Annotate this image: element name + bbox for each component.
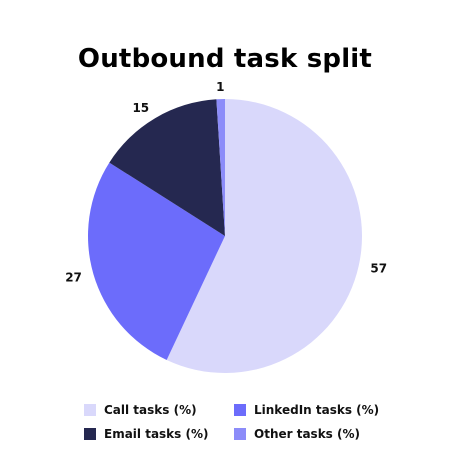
legend-label-call-tasks: Call tasks (%) <box>104 403 197 417</box>
pie-slice-label: 57 <box>370 262 387 276</box>
pie-slice-linkedin-tasks <box>88 162 226 360</box>
pie-slices <box>88 99 363 373</box>
pie-slice-other-tasks <box>216 99 225 236</box>
pie-slice-label: 1 <box>216 80 224 94</box>
legend-swatch-email-tasks <box>84 428 96 440</box>
legend-swatch-other-tasks <box>234 428 246 440</box>
legend: Call tasks (%) LinkedIn tasks (%) Email … <box>84 401 384 443</box>
pie-slice-call-tasks <box>166 99 363 373</box>
legend-item-call-tasks: Call tasks (%) <box>84 401 234 419</box>
legend-item-linkedin-tasks: LinkedIn tasks (%) <box>234 401 384 419</box>
chart-title: Outbound task split <box>77 44 373 74</box>
legend-label-linkedin-tasks: LinkedIn tasks (%) <box>254 403 380 417</box>
legend-label-other-tasks: Other tasks (%) <box>254 427 360 441</box>
legend-label-email-tasks: Email tasks (%) <box>104 427 209 441</box>
legend-swatch-call-tasks <box>84 404 96 416</box>
pie-slice-label: 27 <box>65 271 82 285</box>
legend-item-email-tasks: Email tasks (%) <box>84 425 234 443</box>
pie-slice-email-tasks <box>109 99 225 237</box>
legend-item-other-tasks: Other tasks (%) <box>234 425 384 443</box>
pie-slice-labels: 57 27 15 1 <box>65 80 387 285</box>
legend-swatch-linkedin-tasks <box>234 404 246 416</box>
pie-slice-label: 15 <box>132 101 149 115</box>
